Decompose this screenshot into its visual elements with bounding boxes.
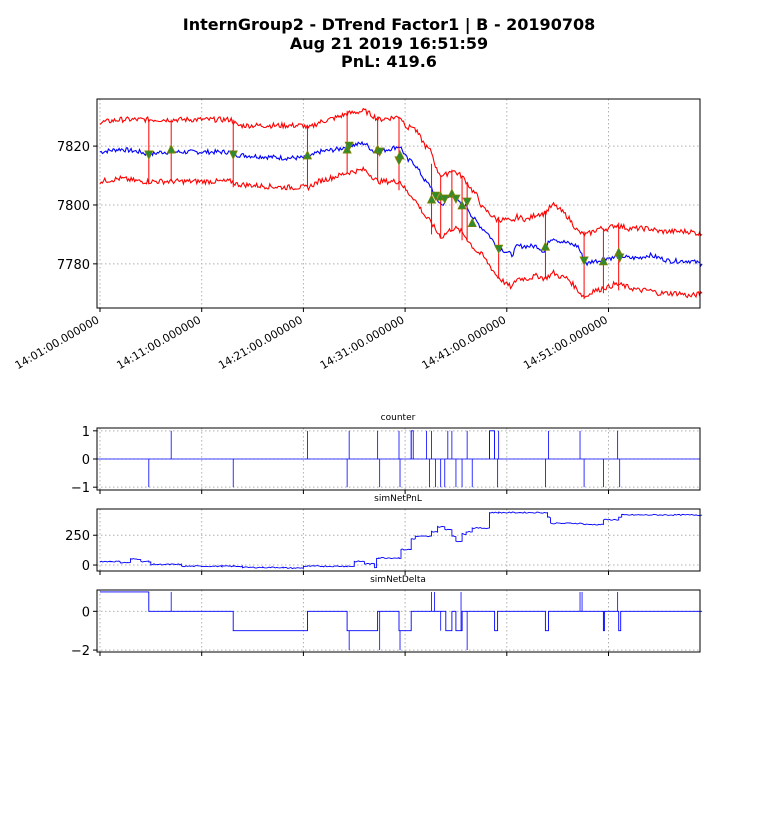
panel-price: 7780 7800 7820 14:01:00.000000 14:11:00.0000… (13, 98, 703, 372)
x-tick-label: 14:11:00.000000 (115, 313, 204, 372)
panel-delta: 0 −2 simNetDelta (71, 575, 703, 659)
plot-frame (96, 589, 701, 653)
delta-series (100, 591, 703, 632)
series-lower (99, 165, 703, 299)
series-mid (99, 140, 703, 268)
trade-marker-down (144, 150, 154, 160)
panel-counter: 1 0 −1 counter (71, 413, 701, 496)
y-tick-label: −1 (71, 481, 90, 496)
y-tick-label: 0 (82, 453, 90, 468)
series-upper (99, 107, 703, 237)
trade-marker-down (494, 244, 504, 255)
trade-marker-down (615, 253, 625, 263)
y-tick-label: 7800 (57, 199, 90, 214)
plot-frame (96, 427, 701, 491)
trade-marker-down (344, 141, 354, 151)
pnl-title: simNetPnL (374, 494, 422, 504)
y-tick-label: 250 (65, 529, 90, 544)
plot-frame (96, 98, 701, 309)
trade-marker-up (426, 194, 437, 204)
counter-title: counter (381, 413, 416, 423)
trade-marker-down (451, 194, 461, 204)
x-tick-label: 14:21:00.000000 (216, 313, 305, 372)
trade-marker-up (457, 200, 467, 210)
x-tick-label: 14:01:00.000000 (13, 313, 102, 372)
y-tick-label: 1 (82, 425, 90, 440)
counter-plateau (489, 430, 495, 459)
trade-marker-up (395, 150, 405, 160)
trade-marker-down (375, 147, 385, 157)
trade-marker-up (540, 241, 551, 251)
trade-marker-down (430, 191, 441, 202)
y-tick-label: 0 (82, 605, 90, 620)
pnl-series (99, 511, 703, 570)
y-tick-label: 0 (82, 559, 90, 574)
counter-plateau (410, 430, 414, 459)
panel-pnl: 250 0 simNetPnL (65, 494, 703, 575)
x-tick-label: 14:31:00.000000 (318, 313, 407, 372)
chart-title-line-3: PnL: 419.6 (341, 52, 437, 71)
trade-marker-up (302, 150, 313, 160)
trade-marker-down (462, 197, 472, 207)
chart-title-line-1: InternGroup2 - DTrend Factor1 | B - 2019… (182, 15, 596, 34)
chart-title-line-2: Aug 21 2019 16:51:59 (289, 34, 489, 53)
trade-marker-down (579, 256, 589, 266)
y-tick-label: 7820 (57, 140, 90, 155)
trade-marker-up (598, 256, 609, 266)
x-tick-label: 14:51:00.000000 (521, 313, 610, 372)
trade-marker-down (228, 150, 238, 160)
trade-marker-down (440, 194, 450, 204)
trade-marker-up (166, 144, 176, 154)
trade-marker-up (467, 217, 477, 228)
y-tick-label: −2 (71, 644, 90, 659)
y-tick-label: 7780 (57, 258, 90, 273)
x-tick-label: 14:41:00.000000 (420, 313, 509, 372)
delta-title: simNetDelta (370, 575, 426, 585)
plot-frame (96, 508, 701, 572)
